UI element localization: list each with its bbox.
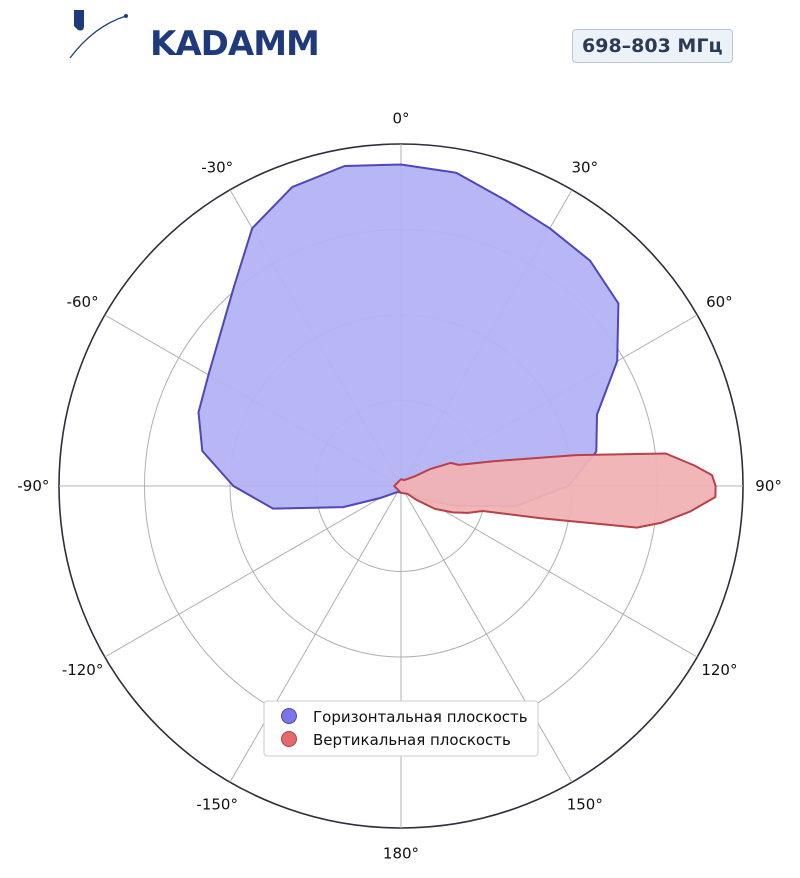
grid-spoke-150 bbox=[400, 485, 573, 783]
angle-label-60: 60° bbox=[706, 293, 733, 311]
legend-label-vertical: Вертикальная плоскость bbox=[313, 731, 511, 749]
series-layer bbox=[197, 163, 717, 529]
legend-marker-vertical bbox=[281, 731, 297, 747]
grid-spoke-m120 bbox=[104, 485, 402, 658]
kadamm-logo: KADAMM bbox=[64, 6, 320, 64]
angle-label-m30: -30° bbox=[201, 159, 233, 177]
angle-label-90: 90° bbox=[755, 477, 782, 495]
angle-label-30: 30° bbox=[572, 159, 599, 177]
angle-label-120: 120° bbox=[701, 661, 737, 679]
angle-label-180: 180° bbox=[383, 845, 419, 863]
grid-spoke-120 bbox=[400, 485, 698, 658]
logo-mark-icon bbox=[69, 10, 128, 59]
angle-label-m60: -60° bbox=[67, 293, 99, 311]
legend-label-horizontal: Горизонтальная плоскость bbox=[313, 708, 528, 726]
series-area-1 bbox=[393, 452, 717, 529]
legend-marker-horizontal bbox=[281, 708, 297, 724]
angle-label-0: 0° bbox=[392, 109, 409, 127]
frequency-badge: 698–803 МГц bbox=[572, 29, 733, 63]
grid-spoke-m150 bbox=[229, 485, 402, 783]
angle-label-m150: -150° bbox=[196, 795, 238, 813]
angle-label-m120: -120° bbox=[62, 661, 104, 679]
logo-text: KADAMM bbox=[150, 24, 320, 64]
angle-tick-labels: 0° 30° 60° 90° 120° 150° 180° -150° -120° -90° -60… bbox=[17, 109, 781, 862]
angle-label-150: 150° bbox=[567, 795, 603, 813]
legend: Горизонтальная плоскость Вертикальная пл… bbox=[263, 700, 539, 757]
legend-frame bbox=[263, 700, 539, 757]
angle-label-m90: -90° bbox=[17, 477, 49, 495]
